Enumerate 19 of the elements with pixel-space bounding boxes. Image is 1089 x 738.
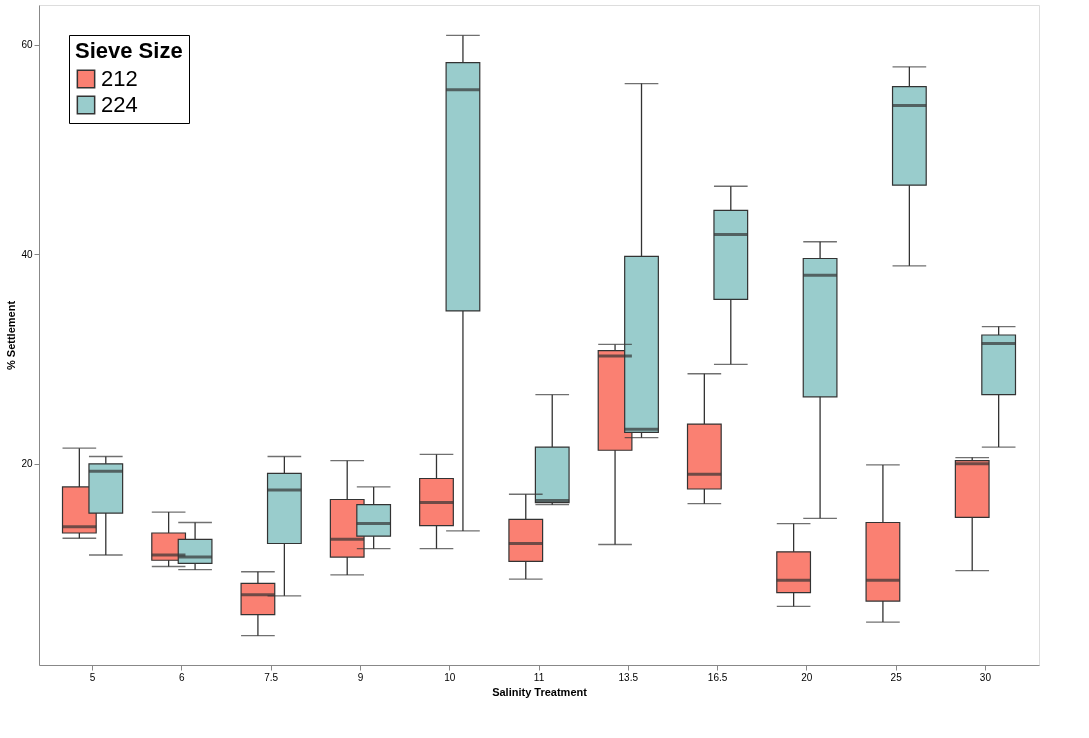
x-tick-label: 9 (357, 671, 364, 683)
x-axis-title: Salinity Treatment (492, 685, 588, 698)
x-tick-label: 5 (89, 671, 96, 683)
x-tick-label: 16.5 (707, 671, 728, 683)
x-tick-label: 13.5 (618, 671, 639, 683)
y-tick-label: 20 (21, 458, 33, 470)
x-tick-label: 11 (533, 671, 545, 683)
y-axis-title: % Settlement (5, 300, 18, 371)
y-tick-label: 60 (21, 39, 33, 51)
x-tick-label: 20 (801, 671, 813, 683)
legend-title: Sieve Size (75, 38, 183, 63)
x-tick-label: 7.5 (264, 671, 279, 683)
x-tick-label: 10 (444, 671, 456, 683)
x-tick-label: 25 (890, 671, 903, 683)
legend-label: 212 (101, 66, 138, 91)
x-tick-label: 30 (979, 671, 992, 683)
y-tick-label: 40 (21, 248, 33, 260)
x-tick-label: 6 (179, 671, 186, 683)
legend-label: 224 (101, 92, 138, 117)
